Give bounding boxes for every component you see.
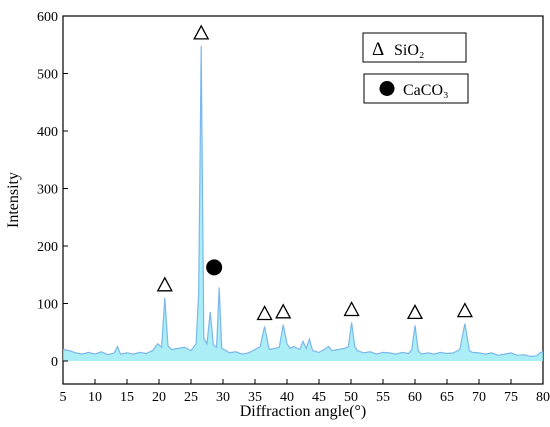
sio2-peak-marker: [275, 303, 292, 319]
x-tick-label: 75: [504, 390, 518, 405]
plot-frame: [62, 15, 544, 385]
y-tick-label: 600: [37, 10, 58, 25]
sio2-peak-marker: [256, 305, 273, 321]
sio2-peak-marker: [406, 304, 424, 320]
filled-circle-icon: [379, 81, 395, 96]
y-tick-label: 0: [51, 355, 58, 370]
legend-item-caco3: CaCO₃: [363, 73, 469, 104]
y-axis-ticks: 0 100 200 300 400 500 600: [37, 10, 68, 370]
y-tick-label: 400: [37, 125, 58, 140]
series-layer: [62, 45, 544, 362]
x-tick-label: 15: [120, 390, 134, 405]
sio2-peak-marker: [193, 24, 210, 40]
series-line: [62, 45, 544, 358]
y-tick-label: 300: [37, 183, 58, 198]
legend-box-sio2: [362, 32, 467, 63]
x-tick-label: 30: [216, 390, 230, 405]
x-tick-label: 40: [280, 390, 294, 405]
x-tick-label: 25: [184, 390, 198, 405]
x-tick-label: 35: [248, 390, 262, 405]
y-tick-label: 200: [37, 240, 58, 255]
peak-markers: [156, 24, 473, 321]
sio2-peak-marker: [343, 301, 360, 317]
x-tick-label: 65: [440, 390, 454, 405]
x-tick-label: 70: [472, 390, 486, 405]
y-axis-label: Intensity: [5, 172, 22, 228]
legend-label-sio2: SiO₂: [394, 42, 424, 59]
sio2-peak-marker: [456, 302, 473, 318]
x-tick-label: 10: [88, 390, 102, 405]
x-tick-label: 60: [408, 390, 422, 405]
x-tick-label: 80: [536, 390, 550, 405]
x-tick-label: 45: [312, 390, 326, 405]
legend: Δ SiO₂ CaCO₃: [362, 32, 469, 104]
x-tick-label: 5: [60, 390, 67, 405]
x-axis-label: Diffraction angle(°): [240, 403, 367, 420]
sio2-peak-marker: [156, 276, 173, 292]
x-tick-label: 55: [376, 390, 390, 405]
triangle-icon: Δ: [372, 39, 384, 60]
caco3-peak-marker: [206, 259, 223, 276]
y-tick-label: 100: [37, 298, 58, 313]
x-axis-ticks: 5 10 15 20 25 30 35 40 45 50 55 60 65 70 75 80: [60, 379, 550, 405]
legend-label-caco3: CaCO₃: [403, 82, 449, 99]
legend-item-sio2: Δ SiO₂: [362, 32, 467, 63]
y-tick-label: 500: [37, 68, 58, 83]
x-tick-label: 50: [344, 390, 358, 405]
x-tick-label: 20: [152, 390, 166, 405]
